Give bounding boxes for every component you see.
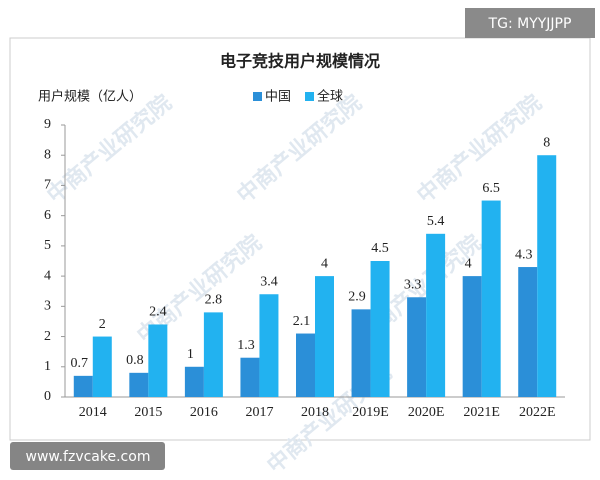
bar [537,155,557,397]
y-tick-label: 4 [44,268,51,283]
bar [407,297,427,397]
y-tick-label: 5 [44,238,51,253]
watermark-box [465,8,595,38]
bar [315,276,334,397]
value-label: 2.9 [348,290,366,305]
legend-label: 中国 [265,90,291,105]
bar [184,366,204,397]
y-tick-label: 0 [44,389,51,404]
bar [203,312,223,397]
x-tick-label: 2022E [519,405,556,420]
bar [370,261,390,397]
legend-swatch [253,92,262,101]
value-label: 3.4 [260,274,278,289]
x-tick-label: 2018 [301,405,329,420]
bar [240,357,260,397]
value-label: 1 [187,347,194,362]
value-label: 1.3 [237,338,255,353]
y-tick-label: 8 [44,147,51,162]
value-label: 0.7 [71,356,89,371]
value-label: 4.5 [371,241,389,256]
value-label: 2.4 [149,305,167,320]
watermark-text: TG: MYYJJPP [488,16,572,32]
value-label: 2 [99,317,106,332]
x-tick-label: 2016 [190,405,218,420]
x-tick-label: 2021E [463,405,500,420]
value-label: 2.8 [205,293,223,308]
bar [426,233,446,397]
value-label: 0.8 [126,353,144,368]
bar [129,372,149,397]
value-label: 6.5 [482,181,500,196]
value-label: 5.4 [427,214,445,229]
x-tick-label: 2014 [79,405,107,420]
y-tick-label: 7 [44,178,51,193]
value-label: 8 [543,135,550,150]
y-tick-label: 6 [44,208,51,223]
y-axis-label: 用户规模（亿人） [38,89,142,105]
chart-title: 电子竞技用户规模情况 [220,52,380,71]
y-tick-label: 3 [44,299,51,314]
y-tick-label: 9 [44,117,51,132]
y-tick-label: 2 [44,329,51,344]
value-label: 4.3 [515,247,533,262]
bar [148,324,168,397]
legend-swatch [305,92,314,101]
bar [92,336,112,397]
value-label: 4 [465,256,472,271]
bar [518,267,538,397]
y-tick-label: 1 [44,359,51,374]
watermark-text: www.fzvcake.com [26,449,151,465]
bar [462,276,482,397]
bar [259,294,279,397]
bar [296,333,315,397]
legend-label: 全球 [317,89,343,105]
bar [73,375,93,397]
bar [351,309,371,397]
x-tick-label: 2020E [408,405,445,420]
bar [481,200,501,397]
x-tick-label: 2015 [134,405,162,420]
x-tick-label: 2017 [245,405,273,420]
value-label: 2.1 [293,314,311,329]
value-label: 3.3 [404,277,422,292]
x-tick-label: 2019E [352,405,389,420]
watermark-box [10,442,165,470]
value-label: 4 [321,256,328,271]
